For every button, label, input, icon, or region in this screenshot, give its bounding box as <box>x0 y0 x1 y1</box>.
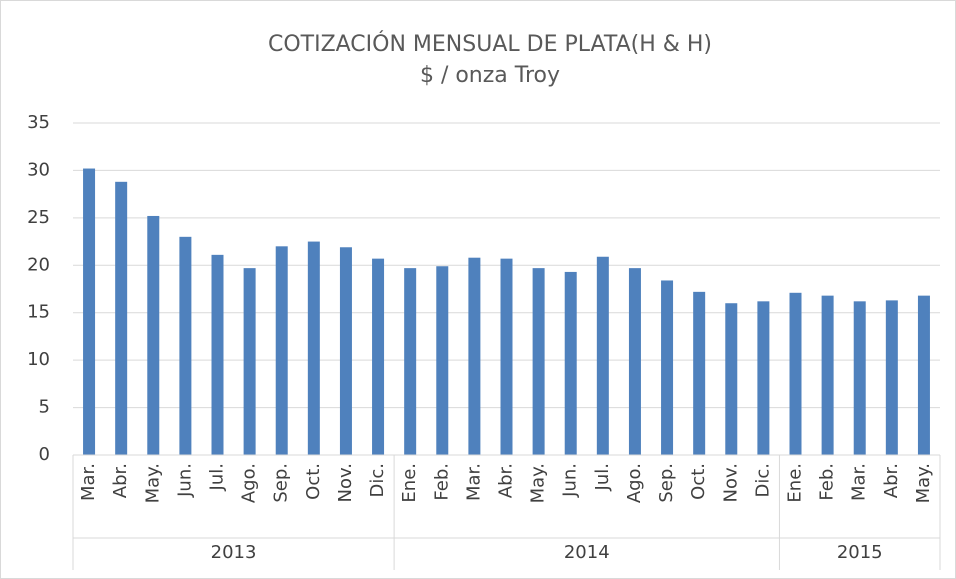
y-tick-label: 10 <box>27 349 50 370</box>
bar <box>693 291 706 455</box>
bar <box>468 257 481 455</box>
x-tick-label: Dic. <box>752 463 773 497</box>
bar <box>853 301 866 455</box>
x-tick-label: May. <box>528 463 549 503</box>
x-tick-label: Ago. <box>239 463 260 503</box>
y-tick-label: 5 <box>39 397 50 418</box>
y-tick-label: 20 <box>27 254 50 275</box>
y-tick-label: 35 <box>27 112 50 133</box>
bar <box>307 241 320 455</box>
bar <box>147 215 160 455</box>
x-tick-label: Abr. <box>881 463 902 498</box>
x-tick-label: Jun. <box>560 463 581 498</box>
x-tick-label: Sep. <box>656 463 677 503</box>
y-tick-label: 30 <box>27 159 50 180</box>
bar <box>564 271 577 455</box>
chart-subtitle: $ / onza Troy <box>420 63 560 88</box>
bar <box>628 268 641 455</box>
bar <box>179 236 192 455</box>
bar <box>917 295 930 455</box>
bar <box>661 280 674 455</box>
x-tick-label: Mar. <box>463 463 484 501</box>
bar <box>885 300 898 455</box>
y-tick-label: 15 <box>27 302 50 323</box>
x-tick-label: Nov. <box>335 463 356 502</box>
x-tick-label: Feb. <box>431 463 452 501</box>
x-tick-label: Jul. <box>207 463 228 491</box>
x-tick-label: May. <box>142 463 163 503</box>
x-tick-label: May. <box>913 463 934 503</box>
y-tick-label: 0 <box>39 444 50 465</box>
x-tick-label: Jul. <box>592 463 613 491</box>
bar <box>789 292 802 455</box>
bar <box>596 256 609 455</box>
x-tick-label: Ene. <box>785 463 806 503</box>
bar <box>275 246 288 455</box>
x-tick-label: Oct. <box>688 463 709 500</box>
group-label: 2015 <box>837 542 883 563</box>
x-tick-label: Mar. <box>849 463 870 501</box>
x-tick-label: Ago. <box>624 463 645 503</box>
bar <box>211 254 224 455</box>
bar <box>339 247 352 455</box>
bar <box>115 181 128 455</box>
bar <box>821 295 834 455</box>
bar <box>372 258 385 455</box>
x-tick-label: Jun. <box>174 463 195 498</box>
x-tick-label: Abr. <box>110 463 131 498</box>
x-tick-label: Feb. <box>817 463 838 501</box>
bar <box>725 303 738 455</box>
chart-title: COTIZACIÓN MENSUAL DE PLATA(H & H) <box>268 31 712 57</box>
x-tick-label: Mar. <box>78 463 99 501</box>
x-tick-label: Oct. <box>303 463 324 500</box>
bar <box>436 266 449 455</box>
x-tick-label: Dic. <box>367 463 388 497</box>
bar <box>404 268 417 455</box>
y-tick-label: 25 <box>27 207 50 228</box>
bar <box>83 168 96 455</box>
bar <box>243 268 256 455</box>
bar <box>500 258 513 455</box>
x-tick-label: Nov. <box>720 463 741 502</box>
bar <box>532 268 545 455</box>
bar <box>757 301 770 455</box>
x-tick-label: Ene. <box>399 463 420 503</box>
x-tick-label: Sep. <box>271 463 292 503</box>
group-label: 2014 <box>564 542 610 563</box>
group-label: 2013 <box>211 542 257 563</box>
x-tick-label: Abr. <box>496 463 517 498</box>
